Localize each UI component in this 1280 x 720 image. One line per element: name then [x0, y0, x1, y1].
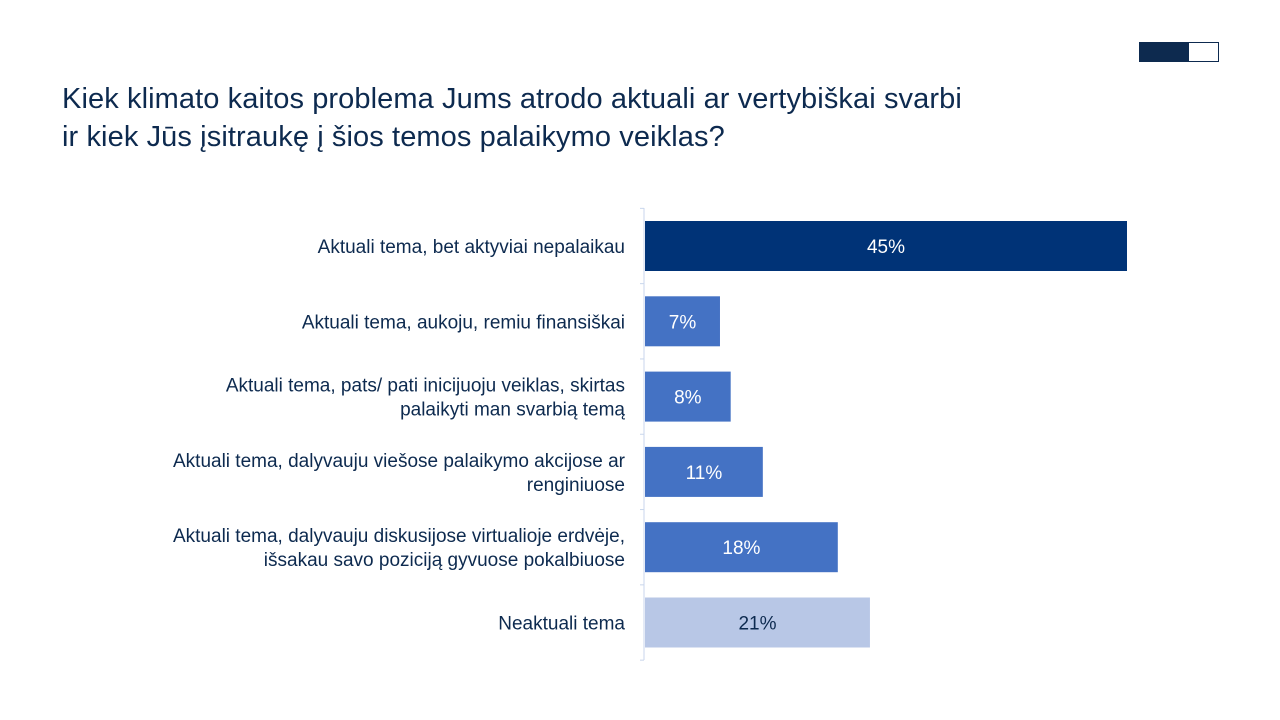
- bar: [645, 597, 870, 648]
- data-label: 8%: [674, 388, 702, 409]
- category-label: Aktuali tema, aukoju, remiu finansiškai: [302, 312, 625, 333]
- data-label: 45%: [867, 237, 905, 258]
- logo-mark: [1139, 42, 1219, 62]
- bar: [645, 522, 838, 573]
- category-label: Neaktuali tema: [498, 614, 625, 635]
- category-label: renginiuose: [527, 475, 625, 496]
- bar: [645, 221, 1127, 271]
- data-label: 18%: [722, 538, 760, 559]
- data-label: 7%: [669, 312, 697, 333]
- category-label: Aktuali tema, dalyvauju diskusijose virt…: [173, 526, 625, 547]
- category-label: Aktuali tema, bet aktyviai nepalaikau: [318, 237, 625, 258]
- bar: [645, 296, 720, 347]
- bar: [645, 371, 731, 422]
- chart-title-line-2: ir kiek Jūs įsitraukę į šios temos palai…: [62, 121, 725, 153]
- category-label: Aktuali tema, dalyvauju viešose palaikym…: [173, 451, 626, 472]
- data-label: 11%: [686, 463, 723, 484]
- chart-title-line-1: Kiek klimato kaitos problema Jums atrodo…: [62, 83, 962, 115]
- category-label: palaikyti man svarbią temą: [400, 400, 625, 421]
- chart-title: Kiek klimato kaitos problema Jums atrodo…: [62, 80, 1122, 156]
- category-label: išsakau savo poziciją gyvuose pokalbiuos…: [264, 550, 625, 571]
- data-label: 21%: [738, 614, 776, 635]
- logo-mark-fill: [1140, 43, 1189, 61]
- category-label: Aktuali tema, pats/ pati inicijuoju veik…: [226, 376, 625, 397]
- bar: [645, 446, 763, 497]
